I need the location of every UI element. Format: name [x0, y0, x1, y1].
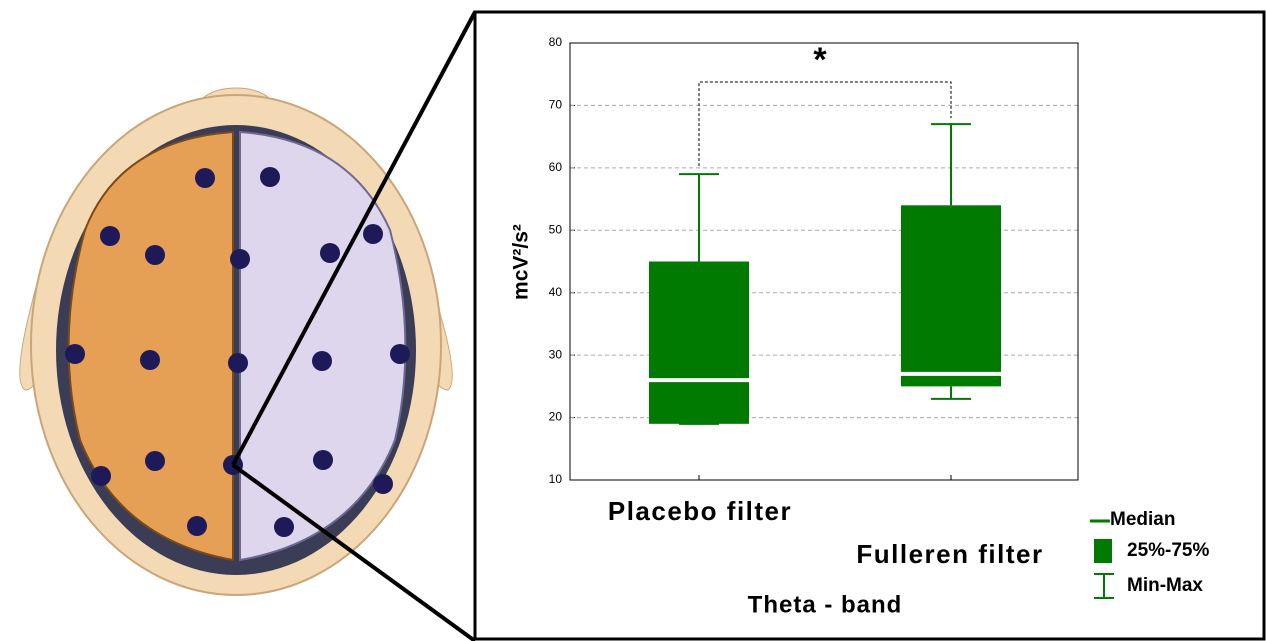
box	[649, 261, 749, 424]
brain-illustration	[19, 11, 477, 641]
y-tick-label: 30	[549, 347, 563, 361]
legend-label: Min-Max	[1127, 575, 1203, 596]
legend-symbol	[1094, 573, 1114, 599]
legend-label: Median	[1110, 509, 1175, 530]
significance-marker: *	[813, 41, 827, 79]
category-label: Fulleren filter	[856, 539, 1043, 569]
significance-bracket	[698, 81, 952, 167]
plot-frame	[569, 42, 1079, 481]
y-tick-label: 10	[549, 472, 563, 486]
category-label: Placebo filter	[608, 496, 792, 526]
legend-symbol	[1094, 539, 1112, 563]
y-tick-label: 80	[549, 35, 563, 49]
y-tick-label: 50	[549, 222, 563, 236]
y-axis-label: mcV²/s²	[510, 224, 533, 300]
panel-frame	[473, 10, 1266, 641]
legend-label: 25%-75%	[1127, 540, 1209, 561]
y-tick-label: 60	[549, 160, 563, 174]
x-axis-label: Theta - band	[748, 591, 903, 618]
y-tick-label: 40	[549, 285, 563, 299]
box	[901, 205, 1001, 387]
y-tick-label: 70	[549, 98, 563, 112]
y-tick-label: 20	[549, 410, 563, 424]
